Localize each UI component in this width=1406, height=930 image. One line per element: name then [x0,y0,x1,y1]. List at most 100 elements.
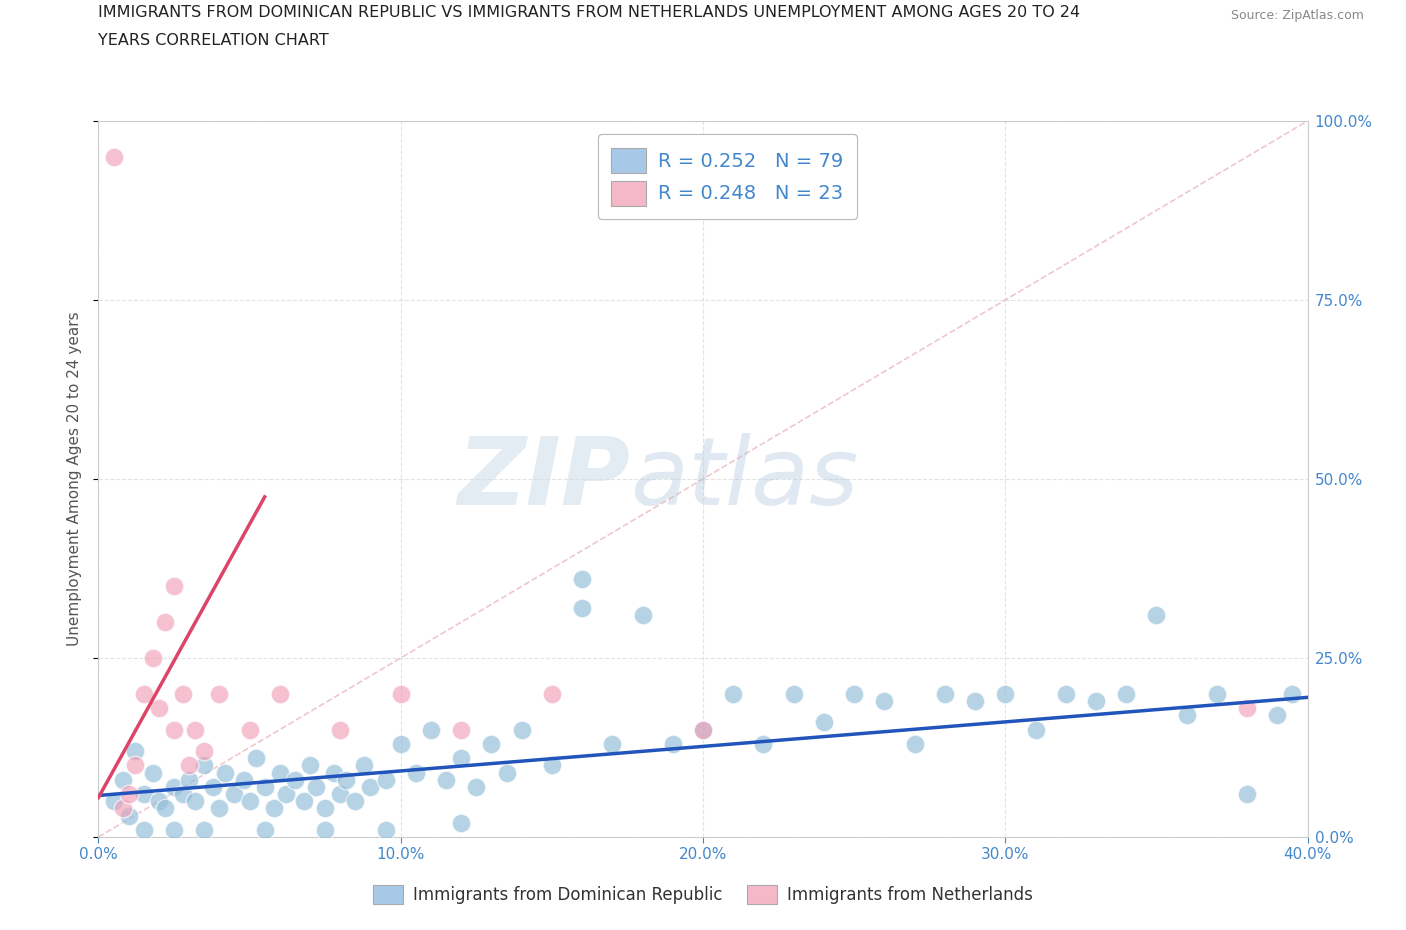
Point [1281,686,1303,701]
Point [844,686,866,701]
Point [153,615,176,630]
Point [153,801,176,816]
Point [163,779,186,794]
Point [602,737,624,751]
Point [1206,686,1229,701]
Point [142,765,165,780]
Point [434,772,457,787]
Point [163,578,186,594]
Point [420,722,443,737]
Point [253,779,276,794]
Point [752,737,775,751]
Point [481,737,503,751]
Point [904,737,927,751]
Point [360,779,382,794]
Point [239,722,262,737]
Point [813,715,835,730]
Text: YEARS CORRELATION CHART: YEARS CORRELATION CHART [98,33,329,47]
Point [208,801,231,816]
Y-axis label: Unemployment Among Ages 20 to 24 years: Unemployment Among Ages 20 to 24 years [67,312,83,646]
Point [1267,708,1289,723]
Point [873,694,896,709]
Point [163,722,186,737]
Point [1024,722,1046,737]
Point [179,758,201,773]
Point [299,758,322,773]
Point [111,772,134,787]
Point [329,722,352,737]
Point [274,787,297,802]
Point [184,794,207,809]
Point [103,150,125,165]
Point [148,700,170,715]
Point [344,794,367,809]
Point [314,822,336,837]
Point [335,772,357,787]
Point [118,787,141,802]
Point [1144,607,1167,622]
Point [353,758,375,773]
Point [934,686,956,701]
Point [202,779,225,794]
Point [1085,694,1108,709]
Point [323,765,346,780]
Point [692,722,714,737]
Point [571,572,593,587]
Point [1175,708,1198,723]
Point [232,772,254,787]
Point [465,779,488,794]
Point [450,751,472,765]
Point [450,722,472,737]
Point [269,765,291,780]
Point [263,801,285,816]
Point [631,607,654,622]
Legend: R = 0.252   N = 79, R = 0.248   N = 23: R = 0.252 N = 79, R = 0.248 N = 23 [598,134,856,219]
Point [193,744,215,759]
Text: Source: ZipAtlas.com: Source: ZipAtlas.com [1230,9,1364,22]
Point [540,758,562,773]
Point [662,737,685,751]
Point [224,787,246,802]
Point [132,787,155,802]
Point [783,686,806,701]
Text: atlas: atlas [630,433,859,525]
Point [389,686,412,701]
Text: ZIP: ZIP [457,433,630,525]
Point [1054,686,1077,701]
Point [179,772,201,787]
Point [118,808,141,823]
Point [1236,700,1258,715]
Point [965,694,987,709]
Point [692,722,714,737]
Point [132,822,155,837]
Point [1236,787,1258,802]
Point [450,816,472,830]
Point [111,801,134,816]
Point [540,686,562,701]
Point [994,686,1017,701]
Point [148,794,170,809]
Point [208,686,231,701]
Point [284,772,307,787]
Text: IMMIGRANTS FROM DOMINICAN REPUBLIC VS IMMIGRANTS FROM NETHERLANDS UNEMPLOYMENT A: IMMIGRANTS FROM DOMINICAN REPUBLIC VS IM… [98,5,1081,20]
Point [510,722,533,737]
Point [305,779,328,794]
Point [245,751,267,765]
Point [1115,686,1137,701]
Point [124,744,146,759]
Point [163,822,186,837]
Point [374,822,396,837]
Point [292,794,315,809]
Point [124,758,146,773]
Point [193,822,215,837]
Point [495,765,517,780]
Point [172,787,194,802]
Point [172,686,194,701]
Point [269,686,291,701]
Point [142,651,165,666]
Point [723,686,745,701]
Point [329,787,352,802]
Point [389,737,412,751]
Point [132,686,155,701]
Point [239,794,262,809]
